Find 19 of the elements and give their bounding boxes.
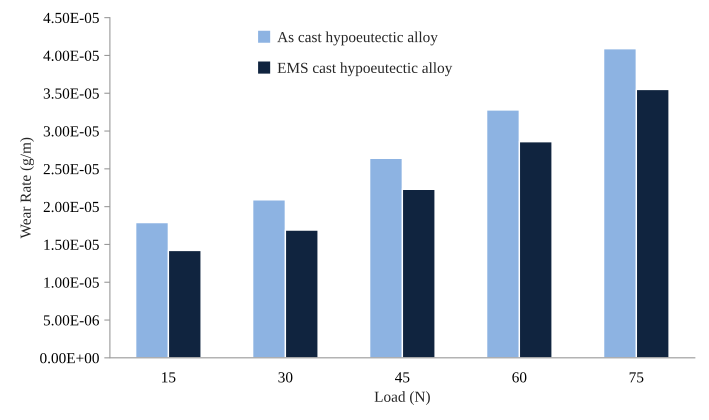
- y-tick-label: 3.50E-05: [44, 88, 99, 99]
- y-tick-label: 0.00E+00: [40, 352, 99, 364]
- y-tick-label: 2.50E-05: [44, 164, 99, 174]
- y-tick-label: 1.50E-05: [44, 240, 99, 250]
- legend-label: EMS cast hypoeutectic alloy: [278, 62, 452, 76]
- y-tick-label: 2.00E-05: [44, 202, 99, 212]
- x-tick-label: 45: [395, 372, 410, 382]
- y-tick-label: 4.00E-05: [43, 50, 99, 61]
- y-axis-title: Wear Rate (g/m): [20, 138, 34, 238]
- x-axis-title: Load (N): [374, 391, 430, 405]
- x-tick-label: 60: [512, 372, 526, 382]
- x-tick-label: 30: [278, 372, 292, 382]
- y-tick-label: 3.00E-05: [44, 126, 99, 137]
- y-tick-label: 5.00E-06: [44, 315, 100, 326]
- y-tick-label: 4.50E-05: [43, 12, 99, 24]
- y-tick-label: 1.00E-05: [44, 277, 99, 288]
- x-tick-label: 75: [630, 372, 644, 382]
- x-tick-label: 15: [162, 372, 176, 382]
- legend-label: As cast hypoeutectic alloy: [277, 31, 438, 46]
